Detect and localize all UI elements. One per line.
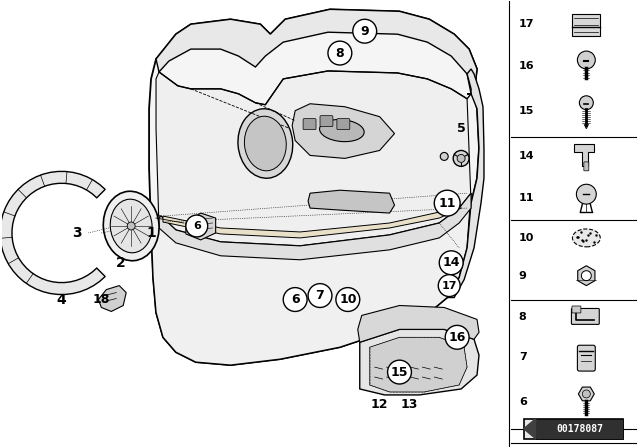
FancyBboxPatch shape xyxy=(572,306,581,313)
Text: 9: 9 xyxy=(360,25,369,38)
Polygon shape xyxy=(163,203,461,238)
Text: 11: 11 xyxy=(438,197,456,210)
Circle shape xyxy=(577,51,595,69)
Text: 8: 8 xyxy=(519,312,527,323)
Polygon shape xyxy=(578,266,595,286)
Text: 10: 10 xyxy=(339,293,356,306)
Polygon shape xyxy=(360,329,479,395)
Polygon shape xyxy=(99,286,126,311)
Polygon shape xyxy=(156,9,477,94)
Circle shape xyxy=(453,151,469,166)
Text: 6: 6 xyxy=(519,397,527,407)
Text: 10: 10 xyxy=(519,233,534,243)
Circle shape xyxy=(186,215,208,237)
Polygon shape xyxy=(186,213,216,240)
Ellipse shape xyxy=(572,229,600,247)
Text: 7: 7 xyxy=(519,352,527,362)
Circle shape xyxy=(581,271,591,280)
Text: 5: 5 xyxy=(457,122,465,135)
Text: 6: 6 xyxy=(291,293,300,306)
Text: 4: 4 xyxy=(57,293,67,306)
Text: 6: 6 xyxy=(193,221,201,231)
FancyBboxPatch shape xyxy=(303,119,316,129)
Polygon shape xyxy=(358,306,479,342)
Circle shape xyxy=(435,190,460,216)
Text: 16: 16 xyxy=(449,331,466,344)
Text: 15: 15 xyxy=(391,366,408,379)
Text: 17: 17 xyxy=(442,280,457,291)
Text: 16: 16 xyxy=(519,61,534,71)
Text: 13: 13 xyxy=(401,398,418,411)
Polygon shape xyxy=(292,104,394,159)
FancyBboxPatch shape xyxy=(572,309,599,324)
Circle shape xyxy=(336,288,360,311)
Polygon shape xyxy=(0,172,105,294)
Circle shape xyxy=(457,155,465,162)
FancyBboxPatch shape xyxy=(577,345,595,371)
Text: 00178087: 00178087 xyxy=(556,424,603,434)
Circle shape xyxy=(388,360,412,384)
Polygon shape xyxy=(156,71,471,260)
Ellipse shape xyxy=(319,120,364,142)
Ellipse shape xyxy=(110,199,152,253)
Polygon shape xyxy=(149,9,479,365)
Text: 14: 14 xyxy=(519,151,534,161)
Text: 8: 8 xyxy=(335,47,344,60)
Polygon shape xyxy=(524,419,536,439)
Circle shape xyxy=(439,251,463,275)
Text: 17: 17 xyxy=(519,19,534,29)
Text: 11: 11 xyxy=(519,193,534,203)
Text: 2: 2 xyxy=(116,256,126,270)
Text: 3: 3 xyxy=(72,226,81,240)
Text: 7: 7 xyxy=(316,289,324,302)
Circle shape xyxy=(328,41,352,65)
Text: 12: 12 xyxy=(371,398,388,411)
FancyBboxPatch shape xyxy=(337,119,350,129)
Circle shape xyxy=(284,288,307,311)
Polygon shape xyxy=(370,337,467,392)
Text: 15: 15 xyxy=(519,106,534,116)
FancyBboxPatch shape xyxy=(572,14,600,36)
FancyBboxPatch shape xyxy=(320,116,333,127)
Circle shape xyxy=(308,284,332,307)
Circle shape xyxy=(577,184,596,204)
Bar xyxy=(524,419,623,439)
Ellipse shape xyxy=(238,109,292,178)
Ellipse shape xyxy=(103,191,159,261)
FancyBboxPatch shape xyxy=(584,162,589,171)
Polygon shape xyxy=(575,145,595,166)
Circle shape xyxy=(445,325,469,349)
Polygon shape xyxy=(159,193,471,260)
Text: 14: 14 xyxy=(442,256,460,269)
Text: 18: 18 xyxy=(93,293,110,306)
Polygon shape xyxy=(151,193,471,365)
Circle shape xyxy=(353,19,377,43)
Bar xyxy=(536,419,623,439)
Circle shape xyxy=(438,275,460,297)
Polygon shape xyxy=(447,69,484,297)
Circle shape xyxy=(440,152,448,160)
Ellipse shape xyxy=(244,116,286,171)
Polygon shape xyxy=(308,190,394,213)
Text: 9: 9 xyxy=(519,271,527,281)
Circle shape xyxy=(579,96,593,110)
Text: 1: 1 xyxy=(146,226,156,240)
Circle shape xyxy=(127,222,135,230)
Circle shape xyxy=(582,390,590,398)
Polygon shape xyxy=(579,387,595,401)
